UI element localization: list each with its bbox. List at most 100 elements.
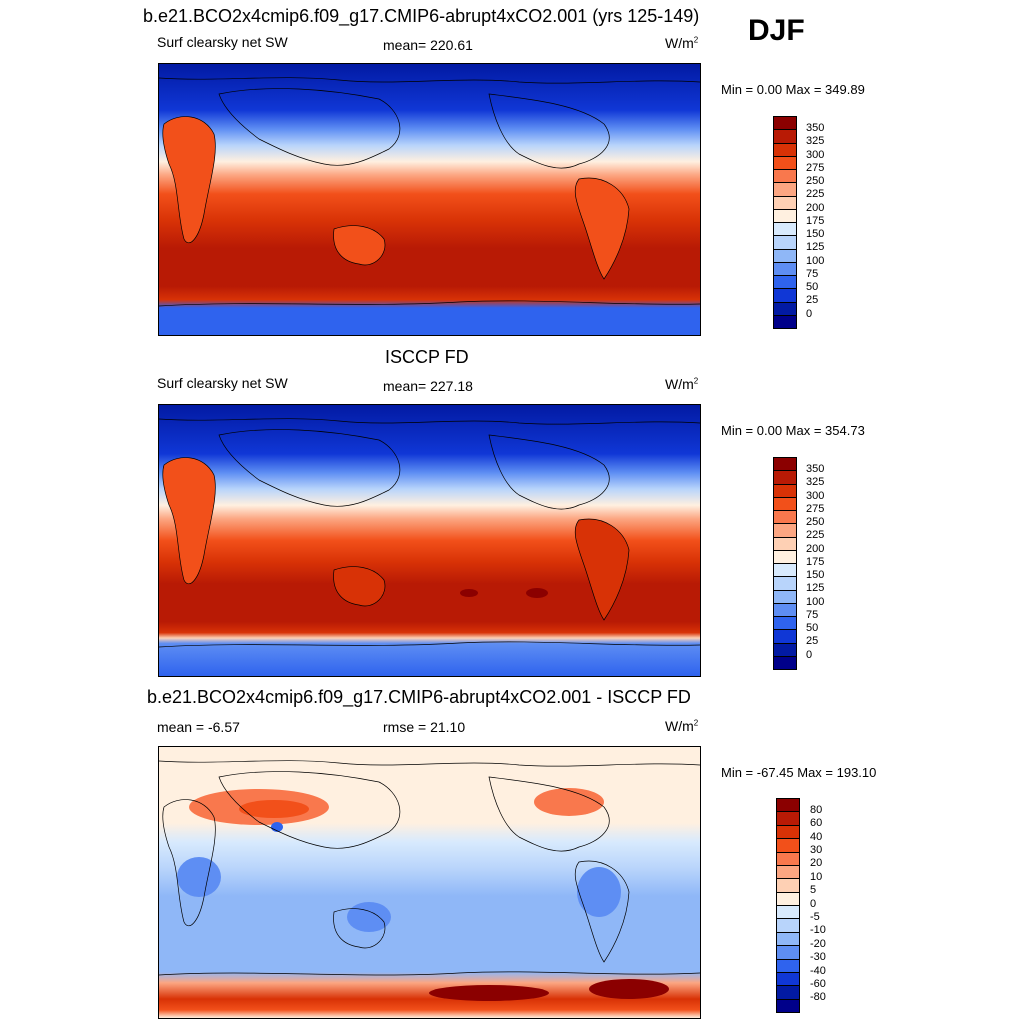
panel2-tick: 275 (806, 503, 825, 515)
panel2-swatch (774, 642, 796, 656)
panel2-swatch (774, 496, 796, 510)
panel1-swatch (774, 195, 796, 209)
panel3-swatch (777, 985, 799, 999)
panel2-tick: 200 (806, 543, 825, 555)
panel3-swatch (777, 851, 799, 865)
panel2-swatch (774, 549, 796, 563)
panel3-tick: 10 (810, 871, 823, 883)
panel2-swatch (774, 589, 796, 603)
panel3-tick: -5 (810, 911, 820, 923)
panel3-map (158, 746, 701, 1019)
panel3-tick: -30 (810, 951, 826, 963)
panel2-tick: 325 (806, 476, 825, 488)
panel3-swatch (777, 945, 799, 959)
panel1-tick: 325 (806, 135, 825, 147)
panel2-tick: 50 (806, 622, 819, 634)
panel3-swatch (777, 971, 799, 986)
panel1-units-label: W/m2 (665, 35, 699, 51)
panel3-tick: -60 (810, 978, 826, 990)
panel1-tick: 200 (806, 202, 825, 214)
panel1-swatch (774, 169, 796, 183)
panel3-tick: -10 (810, 924, 826, 936)
panel2-map (158, 404, 701, 677)
panel2-tick: 150 (806, 569, 825, 581)
panel3-tick: 30 (810, 844, 823, 856)
panel1-tick: 25 (806, 294, 819, 306)
panel2-tick: 175 (806, 556, 825, 568)
panel2-swatch (774, 523, 796, 537)
panel1-swatch (774, 222, 796, 236)
panel2-swatch (774, 655, 796, 669)
panel2-swatch (774, 576, 796, 590)
panel3-swatch (777, 799, 799, 812)
panel1-tick: 300 (806, 149, 825, 161)
panel3-tick: -40 (810, 965, 826, 977)
panel3-swatch (777, 931, 799, 946)
panel1-title: b.e21.BCO2x4cmip6.f09_g17.CMIP6-abrupt4x… (143, 6, 700, 26)
panel1-tick: 175 (806, 215, 825, 227)
panel2-tick: 0 (806, 649, 813, 661)
panel1-tick: 50 (806, 281, 819, 293)
panel1-swatch (774, 248, 796, 262)
panel3-swatch (777, 958, 799, 972)
panel3-tick: -80 (810, 991, 826, 1003)
panel3-swatch (777, 811, 799, 825)
panel1-swatch (774, 142, 796, 156)
panel1-variable-label: Surf clearsky net SW (157, 34, 288, 50)
panel1-tick: 350 (806, 122, 825, 134)
panel2-tick: 25 (806, 635, 819, 647)
season-label: DJF (748, 14, 805, 47)
panel2-swatch (774, 470, 796, 484)
panel2-tick: 350 (806, 463, 825, 475)
panel3-swatch (777, 891, 799, 905)
panel3-rmse-label: rmse = 21.10 (383, 719, 466, 735)
panel1-tick: 275 (806, 162, 825, 174)
panel3-tick: -20 (810, 938, 826, 950)
panel2-swatch (774, 483, 796, 497)
panel3-tick: 20 (810, 857, 823, 869)
panel1-map (158, 63, 701, 336)
panel3-units-label: W/m2 (665, 718, 699, 734)
panel1-mean-label: mean= 220.61 (383, 37, 473, 53)
panel3-swatch (777, 824, 799, 839)
panel3-tick: 60 (810, 817, 823, 829)
panel3-tick: 0 (810, 898, 817, 910)
panel1-swatch (774, 208, 796, 222)
panel1-tick: 125 (806, 241, 825, 253)
panel1-swatch (774, 155, 796, 169)
panel2-swatch (774, 458, 796, 471)
panel1-minmax-label: Min = 0.00 Max = 349.89 (721, 82, 865, 97)
panel2-units-label: W/m2 (665, 376, 699, 392)
panel1-swatch (774, 129, 796, 143)
panel2-tick: 225 (806, 529, 825, 541)
panel2-tick: 100 (806, 596, 825, 608)
panel1-swatch (774, 288, 796, 302)
panel3-swatch (777, 918, 799, 932)
panel1-swatch (774, 117, 796, 130)
panel2-minmax-label: Min = 0.00 Max = 354.73 (721, 423, 865, 438)
panel2-title: ISCCP FD (385, 347, 469, 367)
panel3-tick: 40 (810, 831, 823, 843)
panel2-tick: 300 (806, 490, 825, 502)
panel3-swatch (777, 998, 799, 1012)
panel1-swatch (774, 182, 796, 196)
panel2-swatch (774, 602, 796, 616)
panel2-tick: 250 (806, 516, 825, 528)
panel2-swatch (774, 629, 796, 643)
panel1-tick: 250 (806, 175, 825, 187)
panel3-title: b.e21.BCO2x4cmip6.f09_g17.CMIP6-abrupt4x… (147, 687, 691, 707)
panel3-tick: 5 (810, 884, 817, 896)
panel1-tick: 100 (806, 255, 825, 267)
panel1-swatch (774, 301, 796, 315)
panel3-swatch (777, 905, 799, 919)
panel3-swatch (777, 878, 799, 892)
panel1-swatch (774, 261, 796, 275)
panel1-swatch (774, 235, 796, 249)
panel2-swatch (774, 563, 796, 577)
panel1-tick: 225 (806, 188, 825, 200)
panel2-tick: 75 (806, 609, 819, 621)
panel1-tick: 150 (806, 228, 825, 240)
panel2-swatch (774, 616, 796, 630)
panel1-swatch (774, 314, 796, 328)
panel1-colorbar (773, 116, 797, 329)
